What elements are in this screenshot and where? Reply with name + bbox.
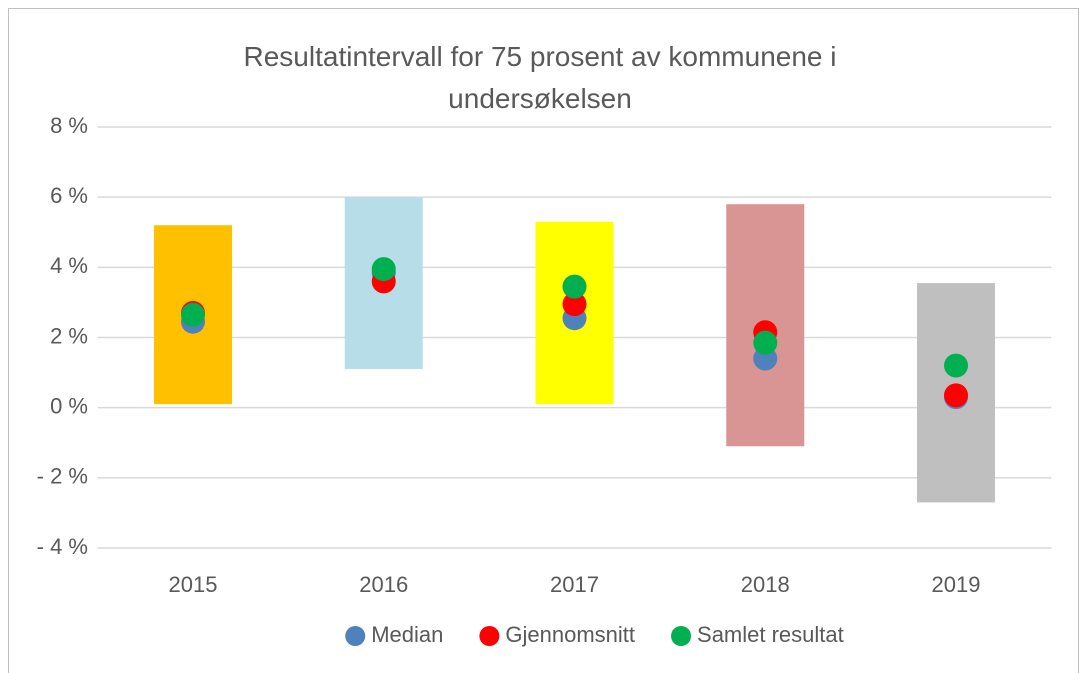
y-tick-label: - 2 % [37, 464, 88, 489]
data-point [562, 274, 587, 299]
data-point [944, 383, 969, 408]
legend-label: Median [371, 622, 443, 647]
y-tick-label: 0 % [50, 393, 88, 418]
legend-marker [345, 626, 366, 646]
legend-label: Gjennomsnitt [505, 622, 635, 647]
x-tick-label: 2016 [359, 572, 408, 597]
y-tick-label: 6 % [50, 183, 88, 208]
x-tick-label: 2017 [550, 572, 599, 597]
data-point [944, 353, 969, 378]
x-tick-label: 2018 [741, 572, 790, 597]
legend-label: Samlet resultat [697, 622, 844, 647]
y-tick-label: - 4 % [37, 534, 88, 559]
data-point [753, 330, 778, 355]
legend-marker [479, 626, 500, 646]
data-point [371, 257, 396, 282]
y-tick-label: 4 % [50, 253, 88, 278]
chart-title: Resultatintervall for 75 prosent av komm… [243, 41, 837, 114]
y-tick-label: 8 % [50, 113, 88, 138]
y-tick-label: 2 % [50, 323, 88, 348]
data-point [180, 302, 205, 327]
x-tick-label: 2015 [169, 572, 218, 597]
legend-marker [671, 626, 692, 646]
data-point [562, 292, 587, 317]
x-tick-label: 2019 [932, 572, 981, 597]
